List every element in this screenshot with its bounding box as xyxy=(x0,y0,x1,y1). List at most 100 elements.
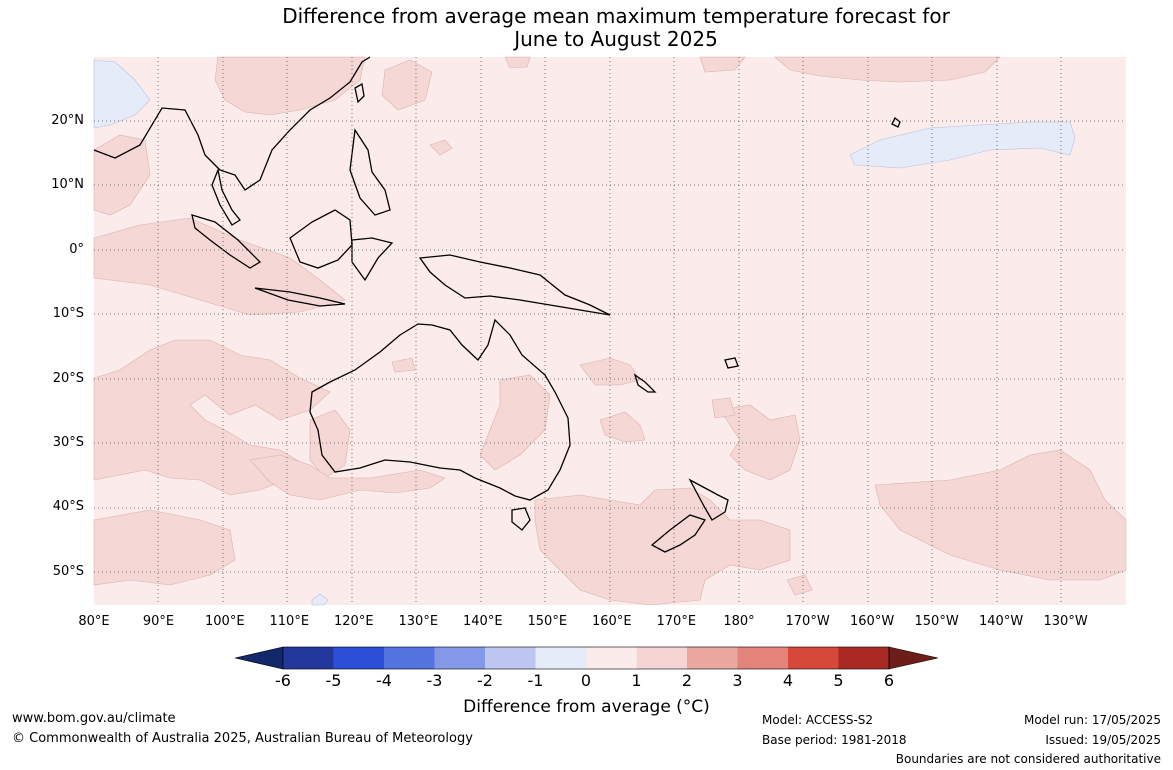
colorbar-outline xyxy=(282,646,890,670)
colorbar-segment xyxy=(535,647,586,669)
colorbar xyxy=(234,646,939,670)
colorbar-segment xyxy=(687,647,738,669)
warm-region-small-2 xyxy=(391,357,416,373)
footer-issued: Issued: 19/05/2025 xyxy=(1045,733,1161,747)
colorbar-extend-high xyxy=(888,646,939,670)
malay-peninsula-coast xyxy=(211,167,241,226)
australia-coast xyxy=(309,318,571,501)
footer-url: www.bom.gov.au/climate xyxy=(12,711,176,726)
colorbar-segment xyxy=(788,647,839,669)
warm-region-sea-china xyxy=(214,56,366,116)
x-tick-label: 150°E xyxy=(527,614,568,629)
new-caledonia-coast xyxy=(633,373,657,393)
x-tick-label: 160°W xyxy=(850,614,895,629)
y-tick-label: 10°N xyxy=(51,177,84,193)
x-tick-label: 150°W xyxy=(914,614,959,629)
cool-anomaly-regions xyxy=(93,59,1076,606)
colorbar-tick-label: -3 xyxy=(426,671,443,690)
colorbar-tick-label: -1 xyxy=(527,671,544,690)
warm-anomaly-regions xyxy=(93,56,1127,606)
warm-region-s-indian-2 xyxy=(93,509,236,586)
colorbar-segment xyxy=(333,647,384,669)
colorbar-segment xyxy=(485,647,536,669)
taiwan-coast xyxy=(354,82,365,104)
warm-region-tasman xyxy=(599,411,646,443)
cool-region-south xyxy=(311,593,329,606)
sumatra-coast xyxy=(191,214,262,269)
x-tick-label: 140°E xyxy=(463,614,503,629)
colorbar-tick-label: 0 xyxy=(580,671,592,690)
fiji-coast xyxy=(724,357,739,369)
warm-region-central-pacific-north xyxy=(774,56,1001,83)
footer-copyright: © Commonwealth of Australia 2025, Austra… xyxy=(12,731,473,746)
nz-south-coast xyxy=(650,514,707,553)
colorbar-tick-label: 5 xyxy=(833,671,844,690)
colorbar-tick-label: 4 xyxy=(782,671,794,690)
x-tick-label: 140°W xyxy=(979,614,1024,629)
warm-region-southern-ocean xyxy=(534,487,791,606)
colorbar-tick-label: 2 xyxy=(681,671,693,690)
x-tick-label: 100°E xyxy=(205,614,245,629)
warm-region-small-4 xyxy=(786,574,813,596)
y-tick-label: 30°S xyxy=(52,435,84,450)
colorbar-segment xyxy=(838,647,889,669)
warm-region-small-6 xyxy=(699,56,746,73)
colorbar-segment xyxy=(283,647,334,669)
colorbar-segment xyxy=(737,647,788,669)
x-tick-label: 130°E xyxy=(398,614,439,629)
y-tick-label: 10°S xyxy=(52,306,84,322)
y-tick-label: 20°N xyxy=(51,113,84,128)
java-coast xyxy=(254,287,346,307)
coastlines xyxy=(93,56,901,553)
colorbar-tick-label: 1 xyxy=(631,671,642,690)
x-tick-label: 160°E xyxy=(592,614,632,629)
y-tick-label: 0° xyxy=(69,241,84,257)
footer-disclaimer: Boundaries are not considered authoritat… xyxy=(895,752,1161,766)
colorbar-tick-label: -5 xyxy=(325,671,342,690)
map-title-line2: June to August 2025 xyxy=(514,27,718,51)
warm-region-small-5 xyxy=(504,56,531,69)
map-plot-area xyxy=(93,56,1127,606)
x-tick-label: 110°E xyxy=(269,614,310,629)
colorbar-tick-label: -2 xyxy=(477,671,493,690)
warm-region-south-pacific-east xyxy=(874,449,1127,581)
warm-region-nw-pacific xyxy=(381,59,433,111)
colorbar-tick-label: -6 xyxy=(275,671,291,690)
warm-region-e-australia xyxy=(479,374,551,471)
colorbar-tick-label: 3 xyxy=(732,671,743,690)
colorbar-segment xyxy=(636,647,687,669)
footer-model: Model: ACCESS-S2 xyxy=(762,713,874,727)
x-tick-label: 180° xyxy=(723,614,755,629)
colorbar-tick-label: 6 xyxy=(883,671,895,690)
colorbar-segment xyxy=(586,647,637,669)
y-tick-label: 40°S xyxy=(52,499,84,515)
x-tick-label: 120°E xyxy=(334,614,374,629)
map-title-line1: Difference from average mean maximum tem… xyxy=(282,4,950,28)
warm-region-small-1 xyxy=(429,139,453,156)
x-tick-label: 170°W xyxy=(785,614,830,629)
x-tick-label: 130°W xyxy=(1043,614,1088,629)
x-tick-label: 170°E xyxy=(656,614,697,629)
x-tick-label: 90°E xyxy=(142,614,175,629)
warm-region-bight xyxy=(249,454,446,501)
cool-region-arabia xyxy=(93,59,151,129)
y-tick-label: 50°S xyxy=(52,563,84,579)
colorbar-segment xyxy=(434,647,485,669)
footer-base-period: Base period: 1981-2018 xyxy=(762,733,907,747)
colorbar-segment xyxy=(384,647,435,669)
graticule xyxy=(94,57,1126,605)
y-tick-label: 20°S xyxy=(52,370,84,386)
footer-model-run: Model run: 17/05/2025 xyxy=(1023,713,1161,727)
colorbar-tick-label: -4 xyxy=(376,671,392,690)
warm-region-sw-pacific xyxy=(719,404,801,481)
warm-region-w-australia xyxy=(309,409,351,479)
colorbar-extend-low xyxy=(234,646,284,670)
x-tick-label: 80°E xyxy=(78,614,110,629)
new-guinea-coast xyxy=(418,254,611,316)
nz-north-coast xyxy=(688,478,729,521)
warm-region-small-3 xyxy=(711,397,736,419)
mainland-asia-coast xyxy=(93,56,371,191)
philippines-coast xyxy=(349,128,391,216)
colorbar-title: Difference from average (°C) xyxy=(463,697,710,717)
